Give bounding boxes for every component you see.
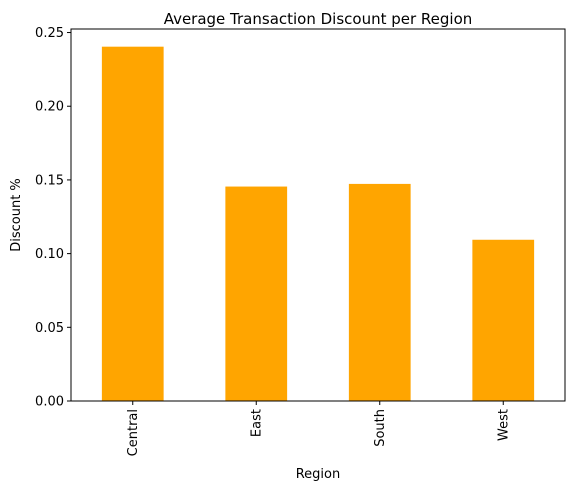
y-tick-label: 0.00 xyxy=(35,395,64,410)
y-tick-label: 0.10 xyxy=(35,247,64,262)
x-axis-label: Region xyxy=(296,467,341,482)
bar-central xyxy=(101,46,164,401)
y-tick-label: 0.15 xyxy=(35,173,64,188)
x-tick-label: West xyxy=(496,409,511,441)
bar-west xyxy=(472,239,535,401)
x-tick-label: East xyxy=(249,409,264,437)
y-tick-label: 0.05 xyxy=(35,321,64,336)
y-axis-label: Discount % xyxy=(9,178,24,252)
bar-south xyxy=(348,183,411,401)
bars-group xyxy=(101,46,535,401)
plot-frame xyxy=(70,28,566,402)
chart-title: Average Transaction Discount per Region xyxy=(164,10,473,28)
x-axis-ticks: Central East South West xyxy=(126,401,511,456)
y-tick-label: 0.20 xyxy=(35,100,64,115)
bar-east xyxy=(225,186,288,401)
x-tick-label: South xyxy=(373,409,388,447)
x-tick-label: Central xyxy=(126,409,141,456)
y-axis-ticks: 0.00 0.05 0.10 0.15 0.20 0.25 xyxy=(35,26,71,410)
y-tick-label: 0.25 xyxy=(35,26,64,41)
